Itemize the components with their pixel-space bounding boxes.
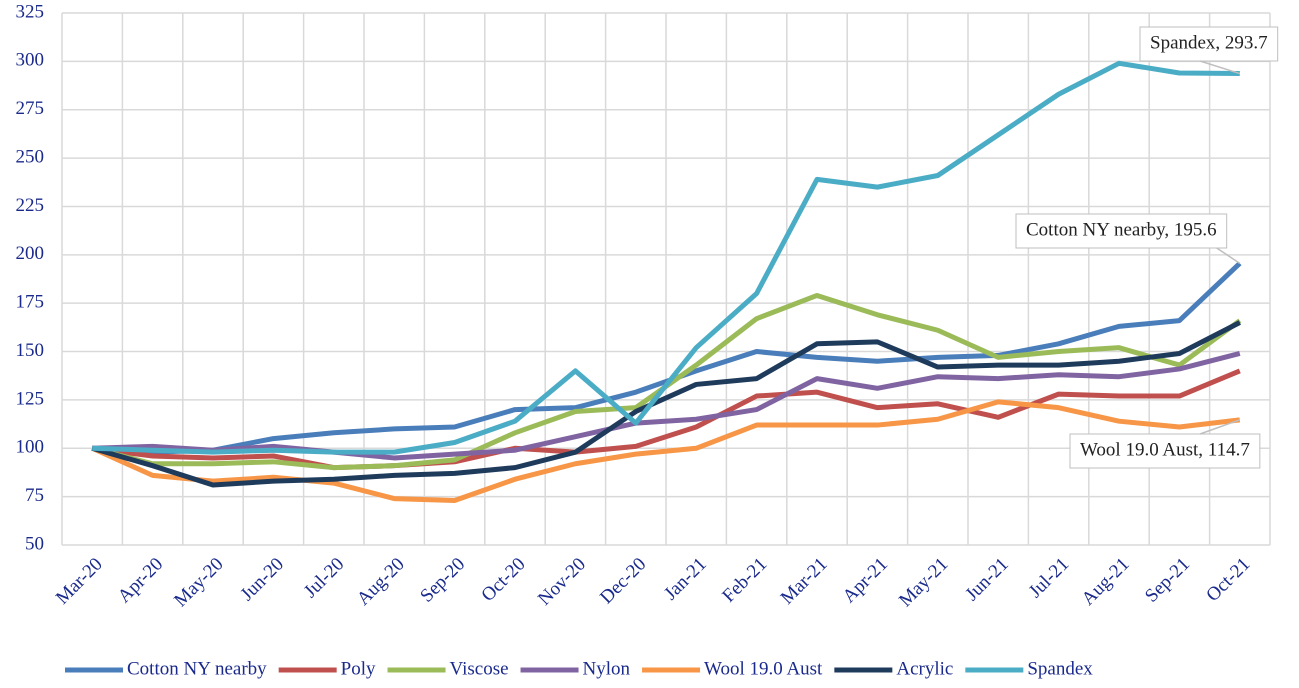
y-tick-label: 175 [16,292,45,313]
annotation-box [1015,213,1228,249]
annotation-leader [1199,60,1241,75]
x-tick-label: Apr-21 [839,554,892,607]
x-tick-label: Oct-21 [1202,554,1254,606]
x-tick-label: Jul-20 [300,554,348,602]
series-line [91,368,1241,471]
y-tick-label: 250 [16,146,45,167]
y-tick-label: 100 [16,437,45,458]
y-tick-label: 275 [16,98,45,119]
x-tick-label: Oct-20 [477,554,529,606]
legend-label: Cotton NY nearby [127,658,267,679]
annotation-leader [1216,247,1241,264]
annotation-text: Spandex, 293.7 [1150,32,1268,53]
x-tick-label: Jun-21 [961,554,1012,605]
x-tick-label: Nov-20 [534,554,590,610]
series-line [91,320,1241,488]
x-tick-label: Sep-20 [416,554,469,607]
x-tick-label: May-21 [895,554,952,611]
series-line [91,399,1241,504]
legend-label: Spandex [1027,658,1093,679]
annotation: Spandex, 293.7 [1139,26,1279,75]
annotation-leader [1199,419,1241,435]
annotation: Cotton NY nearby, 195.6 [1015,213,1241,264]
x-tick-label: Apr-20 [114,554,167,607]
x-tick-label: Aug-21 [1078,554,1134,610]
y-tick-label: 300 [16,50,45,71]
x-tick-label: Feb-21 [718,554,771,607]
x-tick-label: Aug-20 [353,554,409,610]
series-line [92,60,1240,455]
x-tick-label: May-20 [170,554,227,611]
series-line [92,351,1241,461]
x-tick-label: Sep-21 [1141,554,1194,607]
annotation-text: Wool 19.0 Aust, 114.7 [1080,439,1250,460]
legend-label: Viscose [450,658,509,679]
y-tick-label: 225 [16,195,45,216]
legend-label: Wool 19.0 Aust [704,658,823,679]
legend-label: Poly [341,658,376,679]
x-tick-label: Jul-21 [1025,554,1073,602]
x-tick-label: Mar-21 [777,554,832,609]
y-tick-label: 50 [25,533,44,554]
y-tick-label: 150 [16,340,45,361]
y-tick-label: 75 [25,485,44,506]
x-tick-label: Dec-20 [596,554,650,608]
y-tick-label: 325 [16,1,45,22]
y-tick-label: 200 [16,243,45,264]
annotation: Wool 19.0 Aust, 114.7 [1069,419,1261,469]
x-tick-label: Jan-21 [660,554,711,605]
annotation-box [1069,433,1261,469]
annotation-box [1139,26,1279,62]
y-tick-label: 125 [16,388,45,409]
x-tick-label: Mar-20 [52,554,107,609]
legend-label: Nylon [583,658,631,679]
legend-label: Acrylic [896,658,953,679]
x-tick-label: Jun-20 [237,554,288,605]
annotation-text: Cotton NY nearby, 195.6 [1026,219,1217,240]
